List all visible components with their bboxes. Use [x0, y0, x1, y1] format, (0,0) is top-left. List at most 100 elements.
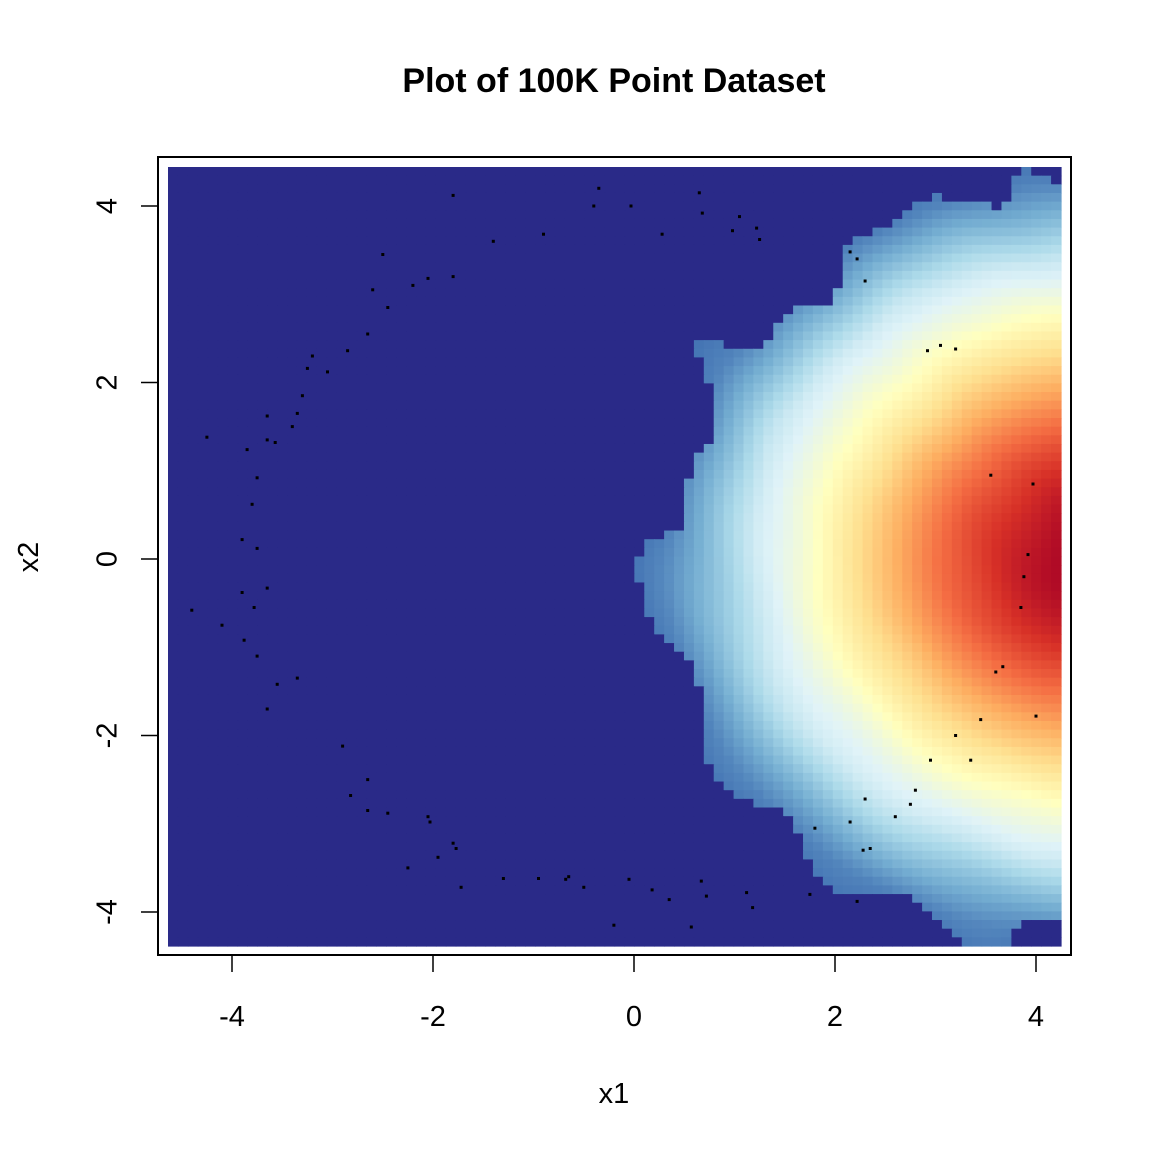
density-cell	[812, 262, 824, 272]
density-cell	[564, 201, 576, 211]
density-cell	[932, 192, 943, 203]
density-cell	[981, 279, 993, 289]
density-cell	[624, 556, 635, 566]
density-cell	[445, 305, 457, 315]
density-cell	[574, 435, 586, 445]
density-cell	[247, 305, 258, 315]
density-cell	[237, 348, 248, 359]
density-cell	[981, 625, 993, 635]
density-cell	[604, 218, 616, 229]
density-cell	[773, 175, 784, 185]
density-cell	[207, 530, 219, 540]
density-cell	[872, 270, 883, 281]
density-cell	[654, 227, 665, 237]
density-cell	[852, 270, 864, 281]
density-cell	[247, 374, 258, 384]
density-cell	[168, 244, 179, 255]
density-cell	[445, 227, 457, 237]
density-cell	[306, 478, 318, 488]
density-cell	[416, 218, 427, 229]
density-cell	[713, 331, 725, 341]
density-cell	[168, 296, 179, 307]
density-cell	[475, 582, 487, 592]
density-cell	[425, 478, 437, 488]
density-cell	[267, 521, 278, 532]
density-cell	[495, 210, 506, 220]
density-cell	[445, 418, 457, 428]
density-cell	[217, 201, 229, 211]
density-cell	[475, 167, 487, 177]
density-cell	[773, 331, 784, 341]
density-cell	[316, 400, 328, 410]
density-cell	[247, 296, 258, 307]
density-cell	[217, 582, 229, 592]
density-cell	[1031, 400, 1042, 410]
density-cell	[812, 374, 824, 384]
density-cell	[515, 392, 526, 402]
density-cell	[971, 547, 983, 558]
density-cell	[941, 305, 953, 315]
density-cell	[822, 392, 834, 402]
density-cell	[1021, 625, 1032, 635]
density-cell	[812, 582, 824, 592]
density-cell	[793, 340, 804, 350]
density-cell	[416, 192, 427, 203]
density-cell	[1001, 504, 1012, 514]
density-cell	[932, 244, 943, 255]
density-cell	[733, 556, 745, 566]
density-cell	[842, 530, 854, 540]
density-cell	[723, 270, 735, 281]
density-cell	[475, 314, 487, 324]
density-cell	[386, 556, 397, 566]
density-cell	[455, 244, 467, 255]
density-cell	[376, 426, 387, 436]
density-cell	[981, 495, 993, 506]
density-cell	[624, 521, 635, 532]
density-cell	[296, 591, 308, 601]
density-cell	[525, 452, 536, 462]
density-cell	[733, 357, 745, 367]
density-cell	[713, 530, 725, 540]
density-cell	[793, 599, 804, 610]
density-cell	[1001, 270, 1012, 281]
density-cell	[346, 435, 358, 445]
density-cell	[306, 253, 318, 263]
density-cell	[336, 478, 348, 488]
density-cell	[187, 184, 199, 194]
density-cell	[545, 270, 556, 281]
density-cell	[574, 625, 586, 635]
density-cell	[1011, 210, 1022, 220]
density-cell	[296, 582, 308, 592]
density-cell	[535, 443, 546, 454]
density-cell	[872, 461, 883, 471]
density-cell	[674, 218, 685, 229]
density-cell	[416, 495, 427, 506]
density-cell	[614, 270, 626, 281]
density-cell	[961, 539, 973, 549]
density-cell	[525, 253, 536, 263]
density-cell	[664, 530, 675, 540]
density-cell	[753, 331, 764, 341]
density-cell	[793, 539, 804, 549]
density-cell	[832, 357, 844, 367]
density-cell	[406, 192, 417, 203]
density-cell	[832, 582, 844, 592]
density-cell	[842, 314, 854, 324]
density-cell	[406, 392, 417, 402]
density-cell	[168, 392, 179, 402]
density-cell	[713, 322, 725, 333]
density-cell	[227, 478, 239, 488]
density-cell	[852, 244, 864, 255]
density-cell	[177, 591, 189, 601]
density-cell	[713, 504, 725, 514]
density-cell	[435, 288, 447, 298]
density-cell	[763, 608, 774, 618]
density-cell	[614, 244, 626, 255]
density-cell	[168, 573, 179, 584]
density-cell	[1021, 392, 1032, 402]
density-cell	[177, 582, 189, 592]
density-cell	[366, 262, 377, 272]
density-cell	[177, 478, 189, 488]
density-cell	[435, 227, 447, 237]
density-cell	[177, 461, 189, 471]
